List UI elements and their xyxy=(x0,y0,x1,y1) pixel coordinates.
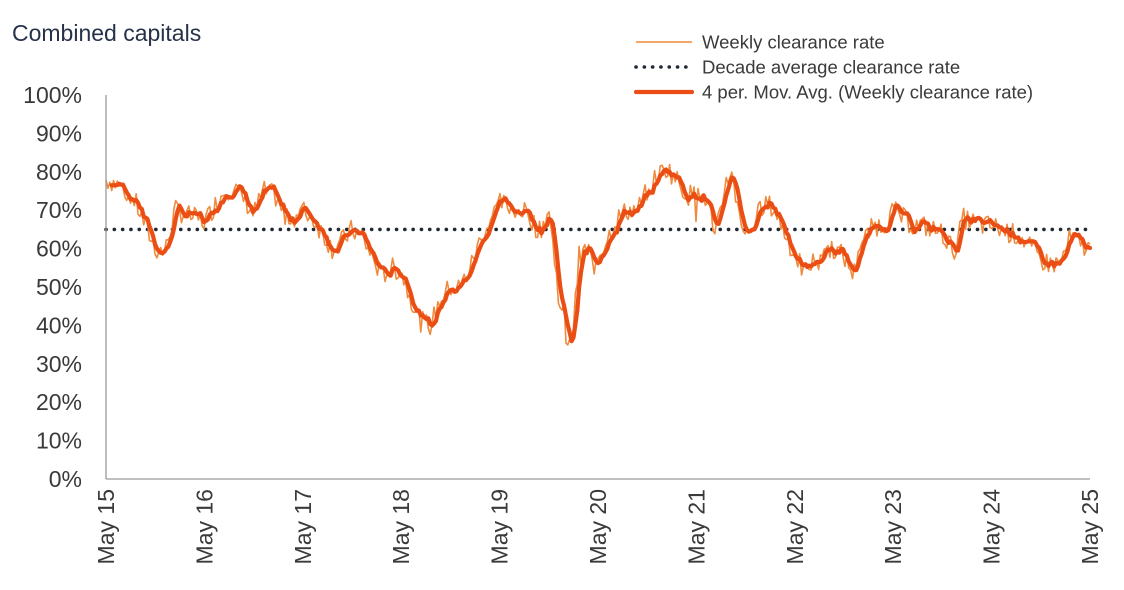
x-tick-label: May 21 xyxy=(683,489,709,564)
x-tick-label: May 17 xyxy=(290,489,316,564)
y-tick-label: 80% xyxy=(36,159,82,185)
legend-label: Decade average clearance rate xyxy=(702,57,960,78)
y-tick-label: 60% xyxy=(36,236,82,262)
legend-label: 4 per. Mov. Avg. (Weekly clearance rate) xyxy=(702,82,1033,103)
x-tick-label: May 24 xyxy=(979,489,1005,565)
legend-label: Weekly clearance rate xyxy=(702,32,885,53)
y-tick-label: 10% xyxy=(36,428,82,454)
x-tick-label: May 18 xyxy=(388,489,414,564)
y-tick-label: 0% xyxy=(49,466,82,492)
y-tick-label: 20% xyxy=(36,389,82,415)
y-tick-label: 50% xyxy=(36,274,82,300)
y-tick-label: 90% xyxy=(36,120,82,146)
y-tick-label: 30% xyxy=(36,351,82,377)
y-tick-label: 100% xyxy=(23,82,82,108)
x-tick-label: May 23 xyxy=(880,489,906,564)
moving-average-line xyxy=(109,167,1093,344)
y-tick-label: 40% xyxy=(36,312,82,338)
x-tick-label: May 25 xyxy=(1077,489,1103,564)
x-tick-label: May 20 xyxy=(585,489,611,564)
x-tick-label: May 16 xyxy=(191,489,217,564)
y-tick-label: 70% xyxy=(36,197,82,223)
x-tick-label: May 22 xyxy=(782,489,808,564)
chart-title: Combined capitals xyxy=(12,20,202,46)
weekly-clearance-rate-line xyxy=(105,163,1091,346)
x-tick-label: May 19 xyxy=(487,489,513,564)
x-tick-label: May 15 xyxy=(93,489,119,564)
